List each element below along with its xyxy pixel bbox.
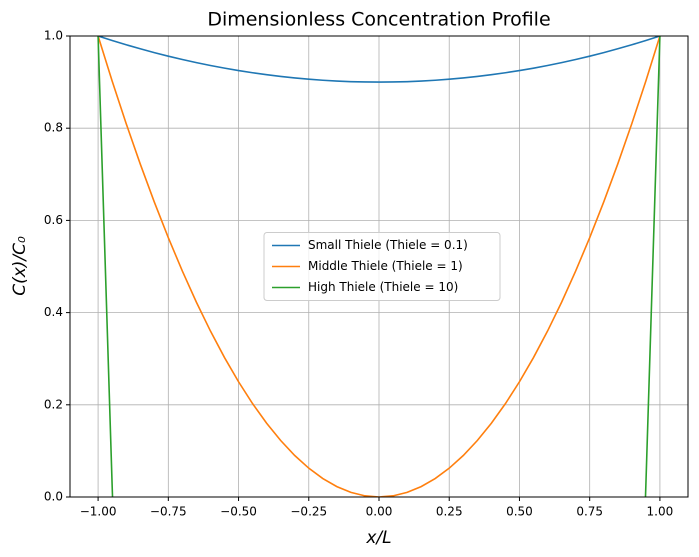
plot-lines xyxy=(97,36,661,497)
x-axis-label: x/L xyxy=(365,528,391,548)
y-axis-label: C(x)/C₀ xyxy=(10,236,30,296)
legend-label: Small Thiele (Thiele = 0.1) xyxy=(308,238,468,252)
legend-box xyxy=(263,232,501,301)
legend-label: High Thiele (Thiele = 10) xyxy=(308,280,458,294)
x-tick-label: −0.75 xyxy=(150,505,187,519)
x-tick-label: 0.50 xyxy=(506,505,533,519)
chart-title: Dimensionless Concentration Profile xyxy=(207,9,550,31)
y-tick-label: 0.6 xyxy=(44,213,63,227)
x-tick-label: −1.00 xyxy=(80,505,117,519)
data-line xyxy=(97,36,661,497)
plot-frame xyxy=(69,35,689,498)
y-tick-label: 1.0 xyxy=(44,29,63,43)
y-tick-label: 0.8 xyxy=(44,121,63,135)
x-tick-label: 0.00 xyxy=(366,505,393,519)
x-tick-label: −0.50 xyxy=(220,505,257,519)
y-tick-label: 0.2 xyxy=(44,397,63,411)
x-tick-label: 0.75 xyxy=(576,505,603,519)
data-line xyxy=(97,36,661,83)
y-tick-label: 0.4 xyxy=(44,305,63,319)
x-tick-label: 1.00 xyxy=(647,505,674,519)
x-tick-label: −0.25 xyxy=(290,505,327,519)
legend-label: Middle Thiele (Thiele = 1) xyxy=(308,259,463,273)
x-tick-label: 0.25 xyxy=(436,505,463,519)
y-tick-label: 0.0 xyxy=(44,490,63,504)
